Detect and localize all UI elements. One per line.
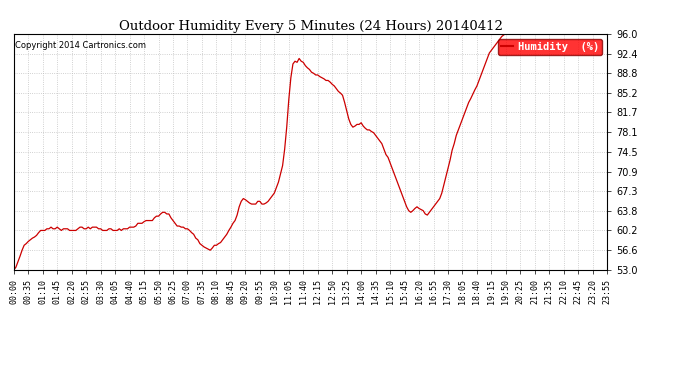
Title: Outdoor Humidity Every 5 Minutes (24 Hours) 20140412: Outdoor Humidity Every 5 Minutes (24 Hou…: [119, 20, 502, 33]
Text: Copyright 2014 Cartronics.com: Copyright 2014 Cartronics.com: [15, 41, 146, 50]
Legend: Humidity  (%): Humidity (%): [497, 39, 602, 55]
